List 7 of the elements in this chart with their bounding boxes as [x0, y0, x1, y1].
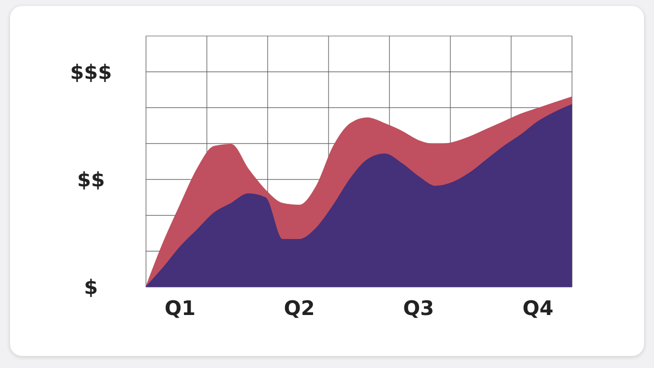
x-tick-label: Q3: [403, 296, 434, 320]
text: $: [84, 275, 98, 299]
x-tick-label: Q1: [164, 296, 196, 320]
text: $$: [77, 167, 105, 192]
text: $$$: [70, 60, 112, 84]
x-tick-label: Q4: [522, 296, 554, 320]
x-tick-label: Q2: [284, 296, 315, 320]
